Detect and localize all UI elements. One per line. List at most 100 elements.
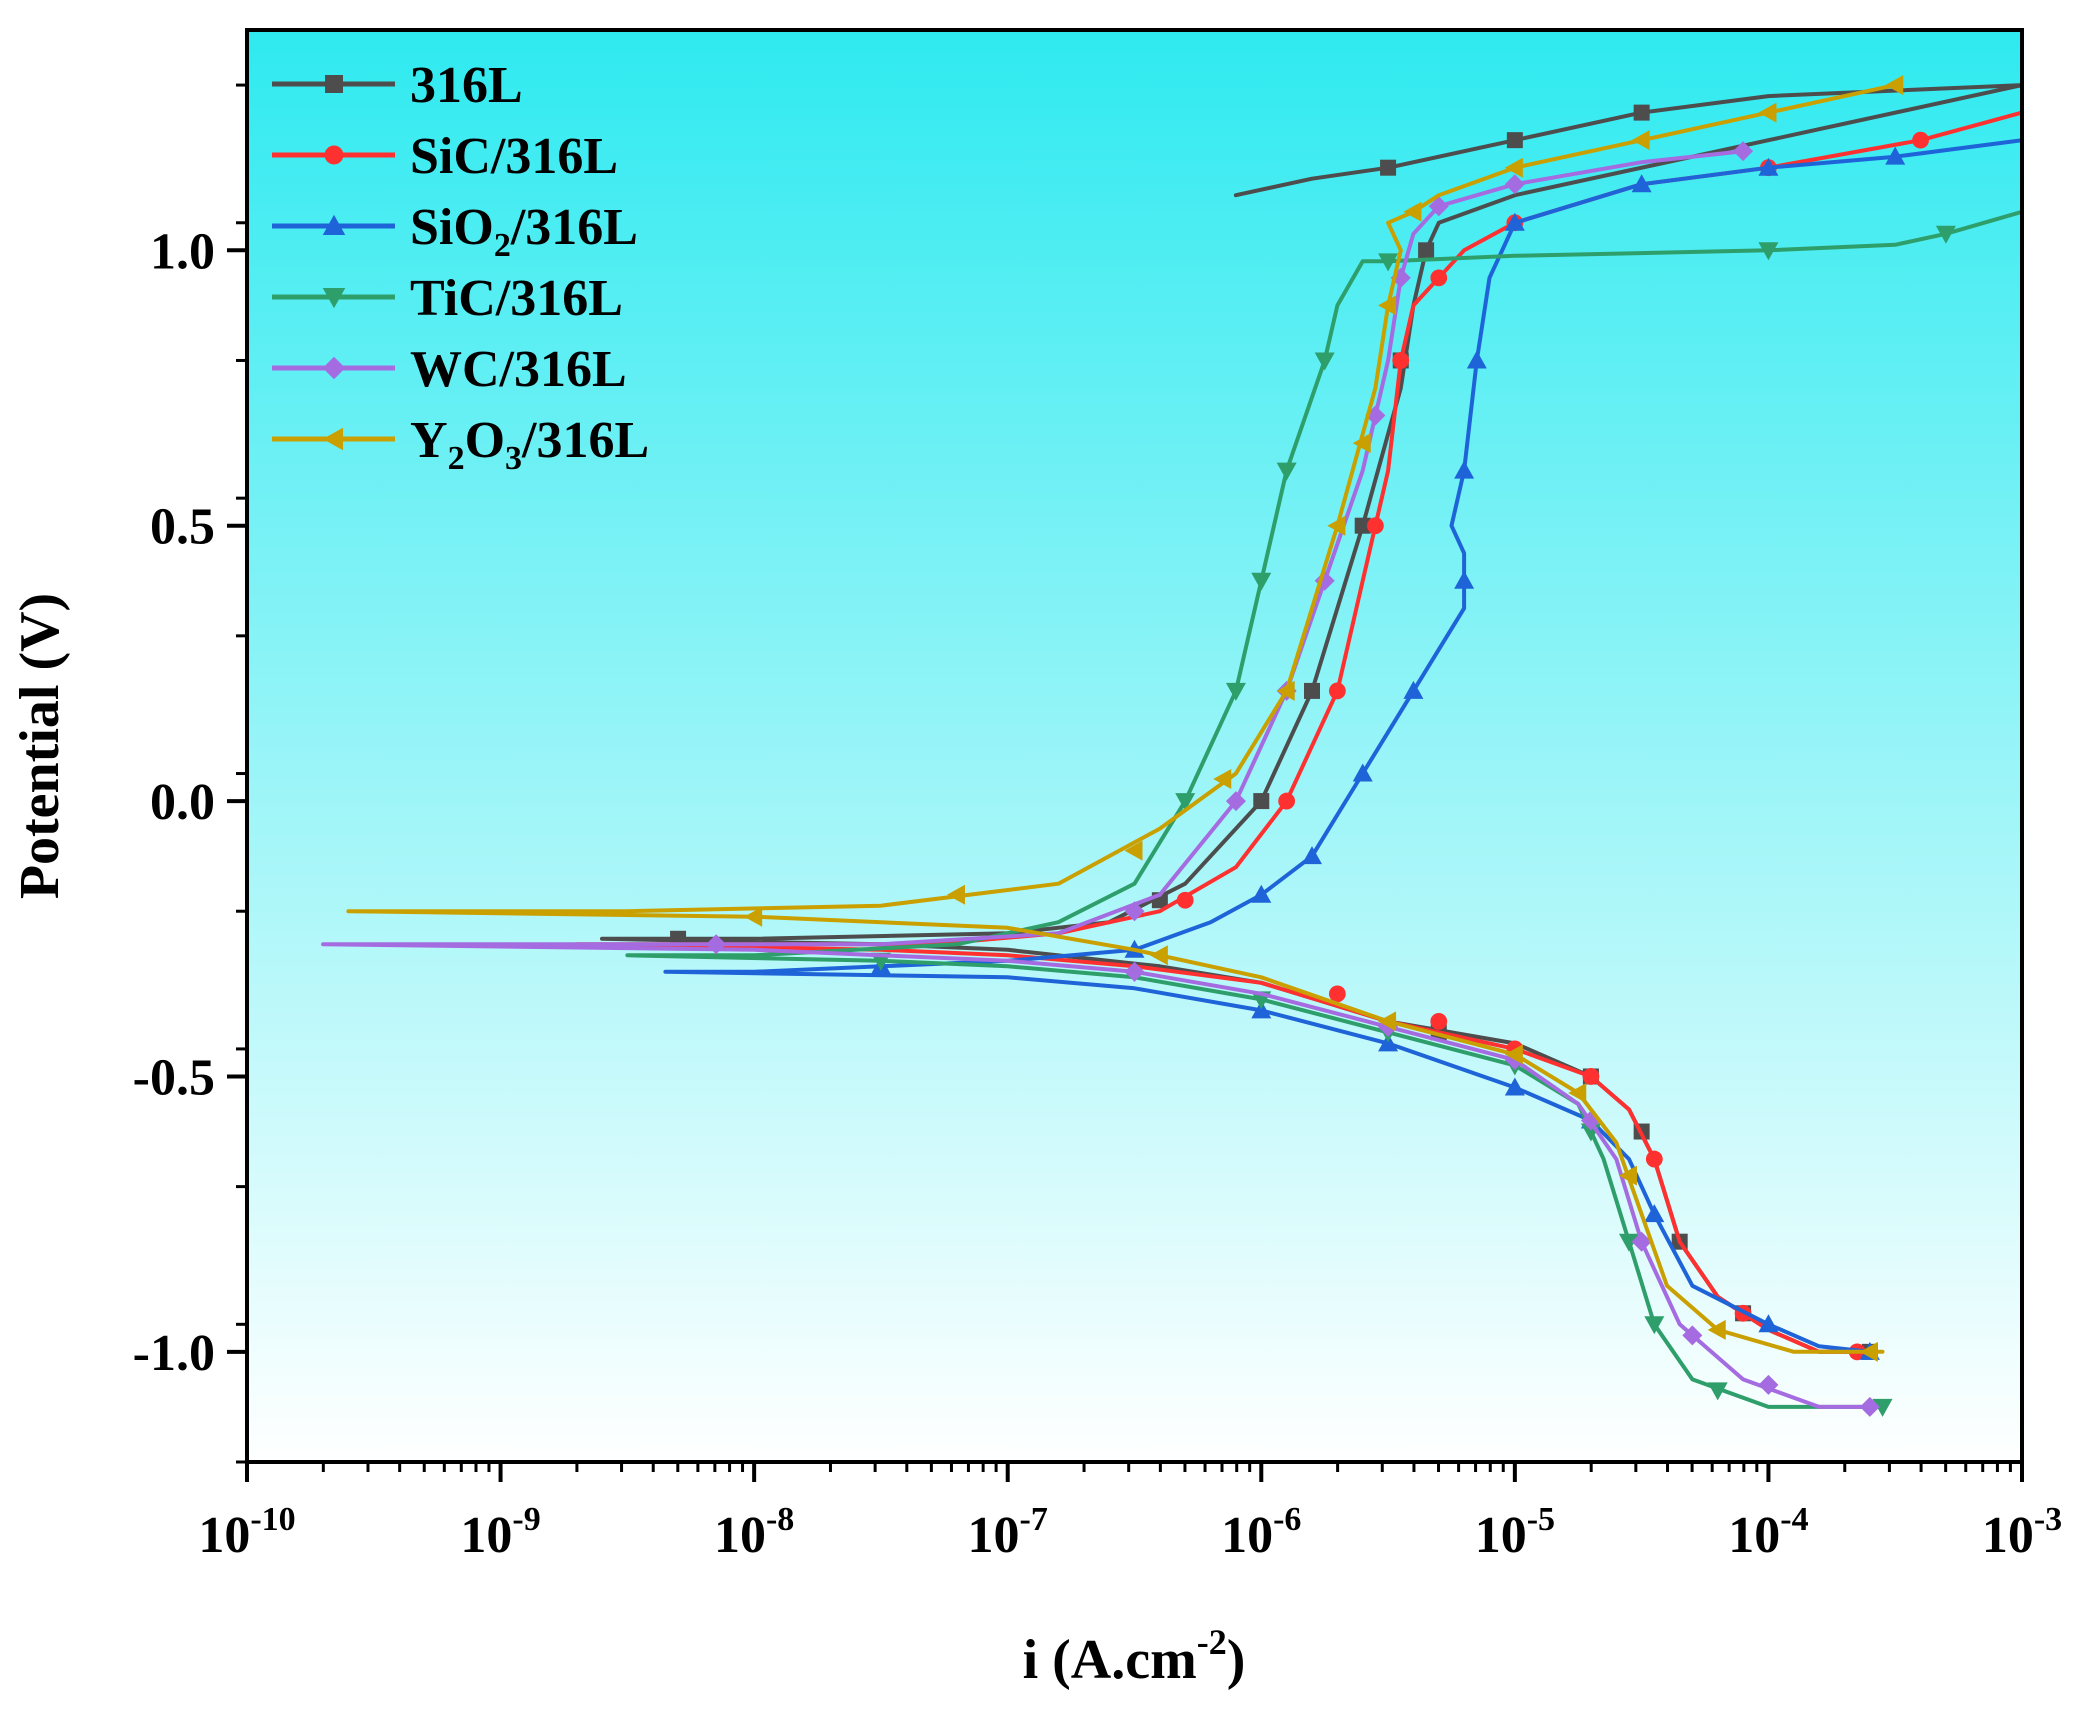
plot-background	[247, 30, 2022, 1462]
legend-marker	[322, 288, 346, 309]
data-point	[1454, 570, 1475, 589]
x-tick-exponent: -5	[1527, 1501, 1555, 1538]
data-point	[1707, 1319, 1726, 1340]
data-point	[1758, 157, 1779, 176]
data-point	[1124, 840, 1143, 861]
x-tick-exponent: -6	[1273, 1501, 1301, 1538]
x-axis-label-sup: -2	[1197, 1622, 1227, 1662]
data-point	[1225, 791, 1246, 812]
data-point	[1758, 1314, 1779, 1333]
x-tick-label: 10-10	[198, 1501, 295, 1564]
legend-marker	[322, 427, 343, 451]
data-point	[1506, 132, 1523, 149]
x-tick-base: 10	[198, 1507, 250, 1564]
x-tick-base: 10	[968, 1507, 1020, 1564]
legend-subscript: 2	[448, 440, 465, 477]
data-point	[1124, 901, 1145, 922]
data-point	[1328, 985, 1346, 1003]
data-point	[1644, 1204, 1665, 1223]
x-tick-label: 10-5	[1475, 1501, 1555, 1564]
x-tick-label: 10-9	[460, 1501, 540, 1564]
series-layer	[321, 75, 2022, 1417]
data-point	[1758, 1374, 1779, 1395]
data-point	[947, 884, 965, 905]
legend-entry-5: WC/316L	[272, 341, 627, 398]
data-point	[706, 934, 727, 955]
data-point	[1378, 295, 1397, 316]
x-tick-exponent: -8	[766, 1501, 794, 1538]
data-point	[1276, 462, 1297, 481]
data-point	[1328, 682, 1346, 700]
x-tick-label: 10-7	[968, 1501, 1048, 1564]
legend-entry-2: SiC/316L	[272, 128, 618, 185]
legend-text: 316L	[410, 57, 523, 114]
data-point	[1366, 517, 1384, 535]
data-point	[1454, 460, 1475, 479]
x-tick-exponent: -9	[512, 1501, 540, 1538]
data-point	[1251, 1000, 1272, 1019]
data-point	[1392, 352, 1410, 369]
data-point	[1403, 201, 1422, 222]
data-point	[1568, 1082, 1587, 1103]
legend-subscript: 3	[505, 440, 522, 477]
data-point	[1618, 1233, 1639, 1252]
data-point	[1885, 75, 1904, 96]
x-tick-exponent: -4	[1780, 1501, 1808, 1538]
data-point	[1582, 1068, 1600, 1085]
data-point	[744, 906, 763, 927]
data-point	[1378, 1011, 1397, 1032]
data-point	[1418, 242, 1435, 259]
data-point	[1633, 104, 1650, 121]
data-point	[1504, 212, 1525, 231]
data-point	[1644, 1316, 1665, 1335]
x-tick-base: 10	[1982, 1507, 2034, 1564]
x-tick-base: 10	[1221, 1507, 1273, 1564]
data-point	[1380, 159, 1397, 176]
legend-marker	[322, 214, 346, 235]
legend-label: SiC/316L	[410, 128, 618, 185]
data-point	[1758, 102, 1777, 123]
legend-text: TiC/316L	[410, 270, 623, 327]
x-tick-exponent: -10	[250, 1501, 295, 1538]
data-point	[1225, 682, 1246, 701]
legend-entry-4: TiC/316L	[272, 270, 623, 327]
x-tick-label: 10-6	[1221, 1501, 1301, 1564]
legend-subscript: 2	[494, 227, 511, 264]
legend-text: /316L	[510, 199, 638, 256]
data-point	[1352, 433, 1371, 454]
data-point	[1213, 769, 1232, 790]
x-tick-exponent: -3	[2034, 1501, 2062, 1538]
data-point	[1124, 961, 1145, 982]
x-axis-label: i (A.cm-2)	[1023, 1622, 1246, 1691]
legend: 316LSiC/316LSiO2/316LTiC/316LWC/316LY2O3…	[272, 57, 649, 477]
data-point	[1631, 130, 1650, 151]
data-point	[1176, 891, 1194, 909]
data-point	[1430, 269, 1448, 287]
x-tick-exponent: -7	[1020, 1501, 1048, 1538]
data-point	[1403, 680, 1424, 699]
data-point	[1859, 1396, 1880, 1417]
legend-label: TiC/316L	[410, 270, 623, 327]
legend-marker	[325, 75, 343, 93]
data-point	[1251, 884, 1272, 903]
data-point	[1758, 242, 1779, 261]
data-point	[1682, 1325, 1703, 1346]
x-axis-label-base: i (A.cm	[1023, 1629, 1197, 1691]
data-point	[1304, 682, 1320, 699]
legend-label: SiO2/316L	[410, 199, 638, 264]
y-tick-label: 1.0	[150, 223, 215, 280]
data-point	[1430, 1012, 1448, 1030]
data-point	[1327, 515, 1346, 536]
y-axis-label: Potential (V)	[9, 593, 71, 899]
series-6	[346, 75, 1904, 1362]
legend-text: SiC/316L	[410, 128, 618, 185]
data-point	[1935, 225, 1956, 244]
axis-layer: 10-10 10-9 10-8 10-7 10-6 10-5 10-4 10-3-1.0-0.…	[133, 83, 2062, 1564]
data-point	[1251, 572, 1272, 591]
data-point	[1504, 1077, 1525, 1096]
series-line	[321, 149, 1872, 1409]
data-point	[1276, 680, 1295, 701]
data-point	[1859, 1341, 1878, 1362]
